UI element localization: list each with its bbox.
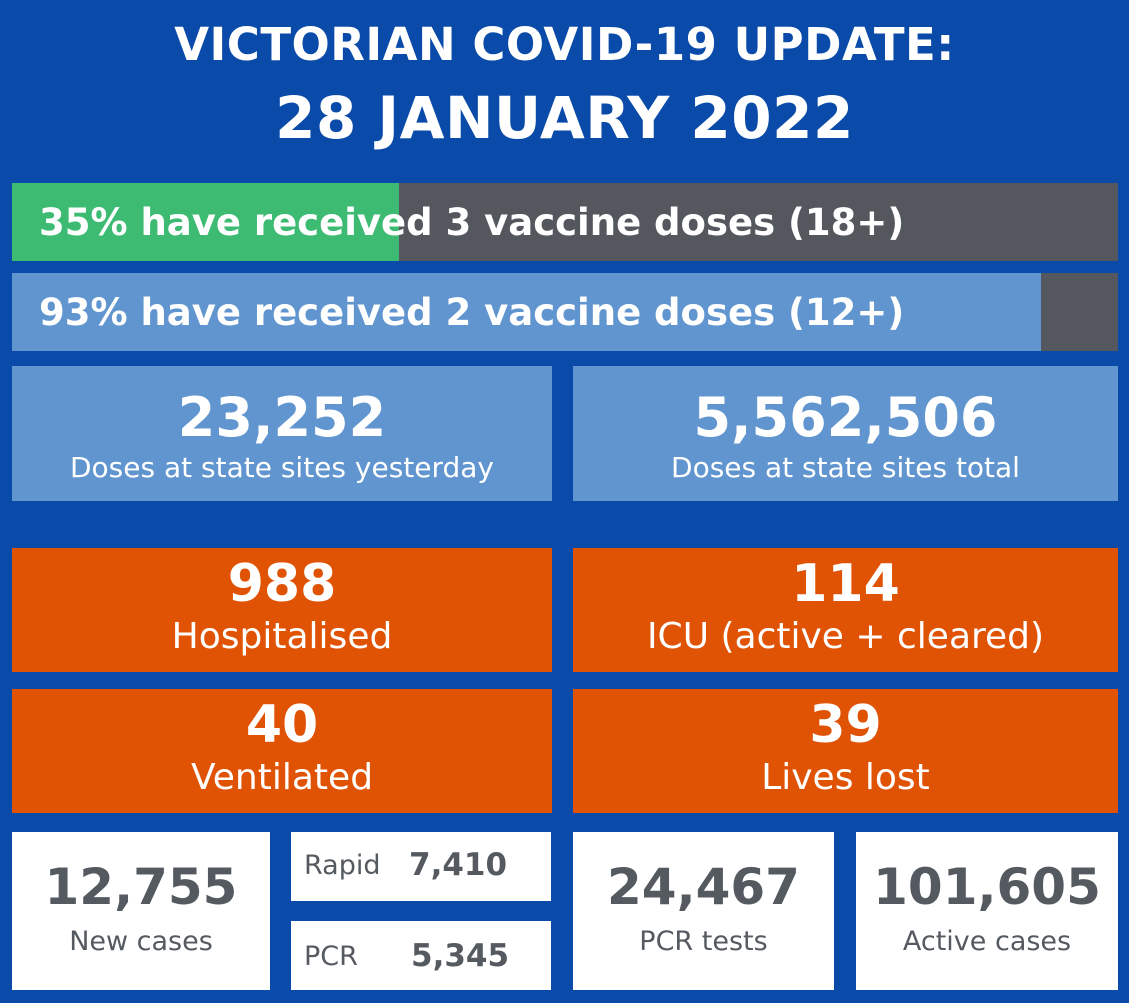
doses-yesterday-label: Doses at state sites yesterday	[69, 451, 495, 484]
ventilated-card: 40 Ventilated	[12, 689, 552, 813]
pcr-label: PCR	[304, 941, 358, 972]
rapid-cases-card: Rapid 7,410	[291, 832, 551, 901]
third-dose-progress-bar: 35% have received 3 vaccine doses (18+)	[12, 183, 1118, 261]
pcr-value: 5,345	[411, 938, 510, 974]
ventilated-value: 40	[245, 695, 319, 755]
third-dose-progress-label: 35% have received 3 vaccine doses (18+)	[39, 200, 905, 244]
doses-total-label: Doses at state sites total	[671, 451, 1020, 484]
hospitalised-label: Hospitalised	[171, 616, 393, 657]
icu-label: ICU (active + cleared)	[646, 616, 1045, 657]
new-cases-card: 12,755 New cases	[12, 832, 270, 990]
hospitalised-value: 988	[227, 554, 337, 614]
doses-total-card: 5,562,506 Doses at state sites total	[573, 366, 1118, 501]
rapid-label: Rapid	[304, 850, 381, 881]
doses-yesterday-card: 23,252 Doses at state sites yesterday	[12, 366, 552, 501]
title-date: 28 JANUARY 2022	[275, 84, 854, 152]
new-cases-value: 12,755	[44, 858, 238, 916]
doses-yesterday-value: 23,252	[177, 386, 387, 449]
lives-lost-value: 39	[809, 695, 882, 755]
pcr-tests-card: 24,467 PCR tests	[573, 832, 834, 990]
icu-card: 114 ICU (active + cleared)	[573, 548, 1118, 672]
rapid-value: 7,410	[409, 847, 508, 883]
second-dose-progress-label: 93% have received 2 vaccine doses (12+)	[39, 290, 905, 334]
doses-total-value: 5,562,506	[693, 386, 998, 449]
second-dose-progress-fill	[12, 273, 1041, 351]
third-dose-progress-fill	[12, 183, 400, 261]
pcr-cases-card: PCR 5,345	[291, 921, 551, 990]
new-cases-label: New cases	[69, 926, 213, 957]
hospitalised-card: 988 Hospitalised	[12, 548, 552, 672]
active-cases-card: 101,605 Active cases	[856, 832, 1118, 990]
second-dose-progress-bar: 93% have received 2 vaccine doses (12+)	[12, 273, 1118, 351]
ventilated-label: Ventilated	[190, 757, 374, 798]
active-cases-value: 101,605	[873, 858, 1101, 916]
lives-lost-card: 39 Lives lost	[573, 689, 1118, 813]
lives-lost-label: Lives lost	[761, 757, 930, 798]
icu-value: 114	[791, 554, 900, 614]
active-cases-label: Active cases	[902, 926, 1072, 957]
title-line-1: VICTORIAN COVID-19 UPDATE:	[174, 18, 955, 71]
pcr-tests-value: 24,467	[607, 858, 800, 916]
pcr-tests-label: PCR tests	[639, 926, 768, 957]
